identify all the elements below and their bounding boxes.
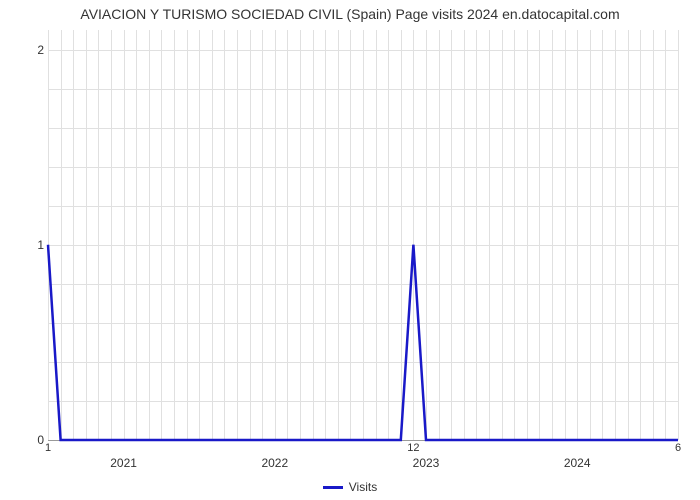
legend-swatch-visits: [323, 486, 343, 489]
x-tick-label-year: 2022: [261, 456, 288, 470]
y-tick-label: 1: [30, 238, 44, 252]
x-tick-label-secondary: 12: [407, 442, 419, 454]
y-tick-label: 0: [30, 433, 44, 447]
x-tick-label-secondary: 6: [675, 442, 681, 454]
x-tick-label-year: 2023: [413, 456, 440, 470]
chart-title: AVIACION Y TURISMO SOCIEDAD CIVIL (Spain…: [0, 6, 700, 22]
chart-legend: Visits: [0, 480, 700, 494]
x-tick-label-year: 2024: [564, 456, 591, 470]
chart-plot-area: [48, 30, 678, 440]
visits-line-series: [48, 30, 678, 440]
x-tick-label-year: 2021: [110, 456, 137, 470]
y-tick-label: 2: [30, 43, 44, 57]
x-tick-label-secondary: 1: [45, 442, 51, 454]
legend-label-visits: Visits: [349, 480, 377, 494]
